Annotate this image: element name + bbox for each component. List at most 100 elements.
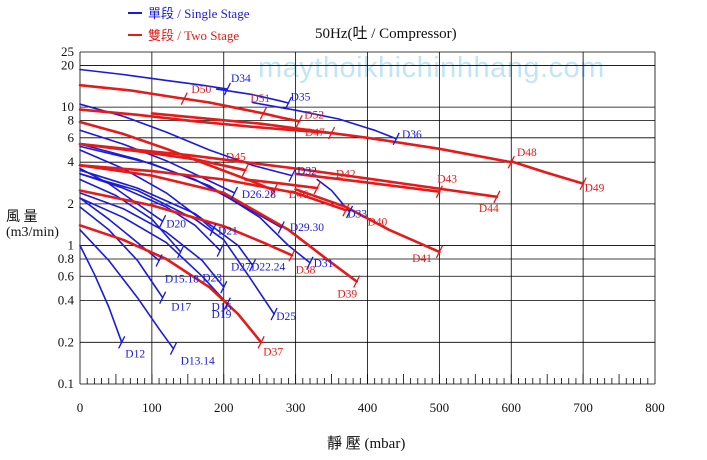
curve-end-tick bbox=[313, 181, 321, 195]
y-tick-label: 8 bbox=[68, 113, 75, 128]
series-line-d50 bbox=[78, 83, 211, 104]
series-line-d42 bbox=[244, 178, 319, 190]
series-line-d47 bbox=[78, 108, 333, 135]
curve-label: D49 bbox=[585, 183, 605, 195]
y-tick-label: 0.1 bbox=[58, 376, 74, 391]
x-tick-label: 0 bbox=[77, 400, 84, 415]
curve-label: D33 bbox=[347, 208, 367, 220]
curve-label: D46 bbox=[288, 189, 308, 201]
curve-label: D29.30 bbox=[290, 222, 324, 234]
legend-swatch-two bbox=[128, 33, 142, 36]
series-line-d27 bbox=[79, 169, 254, 267]
curve-label: D44 bbox=[479, 203, 499, 215]
curve-end-tick bbox=[257, 336, 265, 349]
y-axis-label-line1: 風 量 bbox=[6, 210, 38, 225]
y-tick-label: 0.8 bbox=[58, 251, 74, 266]
curve-end-tick bbox=[118, 336, 126, 349]
curve-end-tick bbox=[270, 184, 278, 197]
series-line-d49 bbox=[510, 160, 585, 185]
y-tick-label: 2 bbox=[68, 196, 75, 211]
x-tick-label: 200 bbox=[214, 400, 234, 415]
series-line-d20 bbox=[79, 167, 164, 222]
curve-end-tick bbox=[435, 245, 443, 259]
curve-label: D31 bbox=[314, 258, 334, 270]
curve-end-tick bbox=[342, 203, 350, 217]
curve-label: D48 bbox=[517, 147, 537, 159]
curve-end-tick bbox=[169, 342, 178, 355]
y-tick-label: 1 bbox=[68, 238, 75, 253]
y-tick-label: 0.2 bbox=[58, 334, 74, 349]
curve-end-tick bbox=[327, 126, 336, 140]
curve-label: D38 bbox=[296, 264, 316, 276]
curve-label: D42 bbox=[336, 169, 356, 181]
y-tick-label: 25 bbox=[61, 44, 74, 59]
series-line-d33 bbox=[316, 178, 351, 213]
legend-label-single: 單段 / Single Stage bbox=[148, 6, 250, 21]
series-line-d35 bbox=[215, 88, 290, 104]
x-axis-label: 靜 壓 (mbar) bbox=[327, 436, 406, 452]
y-tick-label: 0.4 bbox=[58, 293, 75, 308]
curve-end-tick bbox=[353, 275, 361, 288]
curve-end-tick bbox=[284, 96, 293, 110]
series-line-d13-14 bbox=[79, 229, 175, 350]
series-line-d36 bbox=[251, 101, 398, 140]
curve-label: D25 bbox=[276, 311, 296, 323]
curve-end-tick bbox=[230, 186, 239, 200]
curve-end-tick bbox=[177, 245, 185, 259]
curve-label: D12 bbox=[125, 349, 145, 361]
series-line-d41 bbox=[294, 188, 441, 254]
curve-end-tick bbox=[259, 107, 267, 120]
curve-end-tick bbox=[180, 92, 188, 105]
curve-label: D27 bbox=[231, 262, 251, 274]
series-line-d12 bbox=[79, 244, 123, 344]
series-line-d22-24 bbox=[79, 173, 221, 252]
curve-label: D22.24 bbox=[251, 262, 285, 274]
curve-label: D52 bbox=[304, 109, 324, 121]
curve-label: D17 bbox=[171, 301, 191, 313]
curve-label: D21 bbox=[218, 226, 238, 238]
curve-end-tick bbox=[579, 177, 587, 190]
curve-end-tick bbox=[248, 259, 257, 272]
series-line-d38 bbox=[78, 189, 294, 257]
curve-end-tick bbox=[295, 114, 303, 128]
curve-label: D15.18 bbox=[165, 274, 199, 286]
series-line-d39 bbox=[78, 164, 358, 283]
curve-end-tick bbox=[306, 256, 314, 270]
series-line-d23 bbox=[79, 178, 182, 253]
curve-label: D43 bbox=[437, 174, 457, 186]
curve-end-tick bbox=[288, 249, 296, 262]
x-tick-label: 800 bbox=[645, 400, 665, 415]
series-line-d46 bbox=[78, 120, 276, 192]
curve-label: D36 bbox=[402, 129, 422, 141]
y-axis-label-line2: (m3/min) bbox=[6, 225, 59, 240]
series-line-d45 bbox=[78, 142, 247, 172]
curve-label: D20 bbox=[166, 219, 186, 231]
curve-label: D34 bbox=[231, 73, 251, 85]
series-line-d25 bbox=[79, 173, 275, 315]
curve-label: D32 bbox=[297, 166, 317, 178]
curve-end-tick bbox=[345, 205, 354, 219]
curve-end-tick bbox=[209, 223, 217, 237]
curve-end-tick bbox=[159, 214, 167, 228]
x-tick-label: 600 bbox=[502, 400, 522, 415]
y-tick-label: 20 bbox=[61, 57, 74, 72]
curve-end-tick bbox=[493, 190, 501, 204]
legend-label-two: 雙段 / Two Stage bbox=[148, 28, 240, 43]
curve-label: D26.28 bbox=[242, 189, 276, 201]
series-line-d17 bbox=[79, 206, 164, 299]
series-line-d34 bbox=[79, 68, 229, 90]
y-tick-label: 0.6 bbox=[58, 268, 75, 283]
legend-single-stage: 單段 / Single Stage bbox=[128, 3, 249, 22]
x-tick-label: 700 bbox=[573, 400, 593, 415]
y-tick-label: 4 bbox=[68, 154, 75, 169]
series-line-d19 bbox=[79, 192, 225, 288]
y-tick-label: 6 bbox=[68, 130, 75, 145]
curve-end-tick bbox=[507, 155, 515, 169]
curve-label: D47 bbox=[305, 127, 325, 139]
legend-swatch-single bbox=[128, 11, 142, 14]
curve-label: D13.14 bbox=[181, 356, 215, 368]
chart-title: 50Hz(吐 / Compressor) bbox=[315, 26, 457, 42]
x-tick-label: 300 bbox=[286, 400, 306, 415]
series-line-d32 bbox=[79, 103, 293, 177]
curve-label: D40 bbox=[368, 216, 388, 228]
